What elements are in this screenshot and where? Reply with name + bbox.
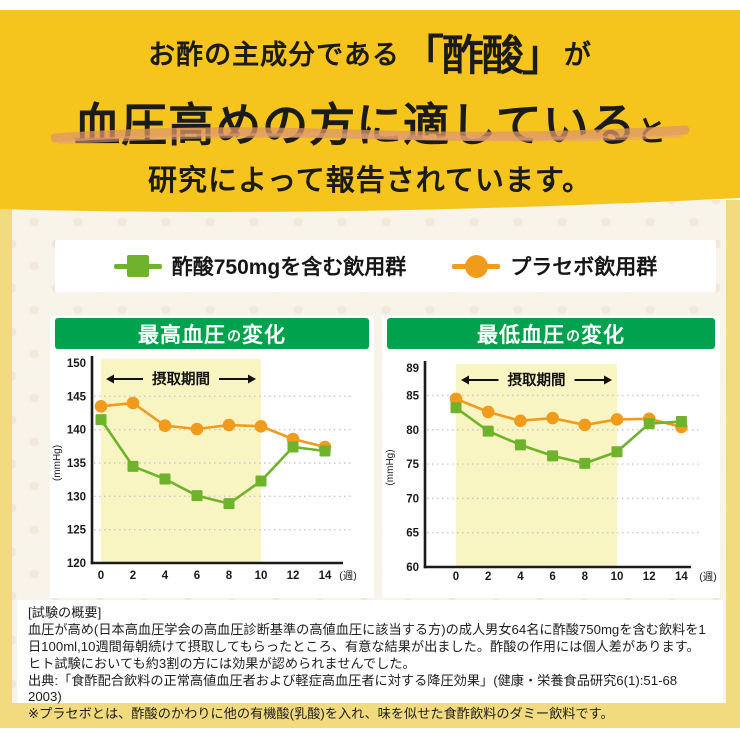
svg-text:70: 70 [406,493,419,505]
svg-text:140: 140 [67,425,86,437]
svg-text:(mmHg): (mmHg) [52,445,63,481]
footer-card: [試験の概要] 血圧が高め(日本高血圧学会の高血圧診断基準の高値血圧に該当する方… [17,600,723,721]
svg-text:2: 2 [485,571,491,583]
footer-source: 出典:「食酢配合飲料の正常高値血圧者および軽症高血圧者に対する降圧効果」(健康・… [28,672,678,705]
svg-text:125: 125 [67,525,87,537]
footer-note: ※プラセボとは、酢酸のかわりに他の有機酸(乳酸)を入れ、味を似せた食酢飲料のダミ… [28,706,614,722]
header-line2-suffix: と [636,116,666,148]
header-line2-main: 血圧高めの方に適している [74,99,637,151]
svg-text:(週): (週) [339,570,357,582]
footer-body: 血圧が高め(日本高血圧学会の高血圧診断基準の高値血圧に該当する方)の成人男女64… [28,621,706,671]
svg-text:75: 75 [406,459,419,471]
svg-text:(mmHg): (mmHg) [385,449,396,485]
svg-text:10: 10 [255,570,268,582]
header-line1: お酢の主成分である 「酢酸」 が [0,22,740,83]
acetic-acid-highlight: 「酢酸」 [401,32,564,79]
header-line2: 血圧高めの方に適している と [0,89,740,155]
chart-title-tail: 変化 [581,323,625,347]
svg-text:6: 6 [549,571,555,583]
legend-item-label: 酢酸750mgを含む飲用群 [171,256,407,279]
svg-text:14: 14 [675,571,688,583]
chart-card-systolic: 最高血圧 の 変化 120 125 130 135 140 145 150 (mmHg) 0 2 4… [50,316,374,598]
svg-text:135: 135 [67,458,87,470]
svg-text:4: 4 [517,571,524,583]
svg-text:145: 145 [67,391,87,403]
legend-card: 酢酸750mgを含む飲用群 プラセボ飲用群 [55,240,716,292]
chart-title-diastolic: 最低血圧 の 変化 [387,318,715,349]
svg-text:10: 10 [611,571,624,583]
chart-title-systolic: 最高血圧 の 変化 [55,318,369,349]
svg-text:8: 8 [226,570,233,582]
svg-text:8: 8 [582,571,589,583]
chart-title-particle: の [227,327,241,344]
diastolic-chart-plot: 60 65 70 75 80 85 89 (mmHg) 0 2 4 6 8 10 12 14 (週) 摂取期間 [385,361,717,583]
legend-item-placebo: プラセボ飲用群 [452,251,657,281]
header-line1-prefix: お酢の主成分である [148,40,400,70]
chart-card-diastolic: 最低血圧 の 変化 60 65 70 75 80 85 89 (mmHg) 0 2 4 6 8 10 12 1… [382,316,720,598]
svg-text:60: 60 [406,562,419,574]
svg-text:12: 12 [643,571,656,583]
header-band [0,10,740,196]
header-line3: 研究によって報告されています。 [148,165,592,197]
svg-text:0: 0 [453,571,459,583]
header-content: お酢の主成分である 「酢酸」 が 血圧高めの方に適している と 研究によって報告… [0,10,740,199]
footer-title: [試験の概要] [28,605,102,620]
chart-title-main: 最高血圧 [138,323,226,347]
svg-text:摂取期間: 摂取期間 [508,371,566,389]
orange-circle-marker-icon [452,253,501,279]
svg-text:4: 4 [162,570,169,582]
chart-title-main: 最低血圧 [477,323,565,347]
header-curve [0,196,740,212]
svg-text:14: 14 [319,570,332,582]
green-square-marker-icon [113,253,162,279]
svg-text:摂取期間: 摂取期間 [152,370,210,388]
svg-text:85: 85 [406,390,419,402]
svg-text:0: 0 [98,570,104,582]
chart-title-tail: 変化 [242,323,286,347]
systolic-chart-plot: 120 125 130 135 140 145 150 (mmHg) 0 2 4 6 8 10 12 14 (週… [52,356,357,582]
svg-text:130: 130 [67,491,86,503]
svg-text:(週): (週) [699,571,717,583]
chart-title-particle: の [566,327,580,344]
header-line1-suffix: が [563,40,592,70]
svg-text:120: 120 [67,558,86,570]
svg-text:12: 12 [287,570,300,582]
svg-text:80: 80 [406,425,419,437]
svg-text:89: 89 [406,363,419,375]
svg-text:150: 150 [67,358,86,370]
legend-item-label: プラセボ飲用群 [510,256,658,279]
legend-item-acetic: 酢酸750mgを含む飲用群 [113,251,407,281]
svg-text:6: 6 [194,570,200,582]
svg-text:2: 2 [130,570,136,582]
svg-text:65: 65 [406,528,419,540]
